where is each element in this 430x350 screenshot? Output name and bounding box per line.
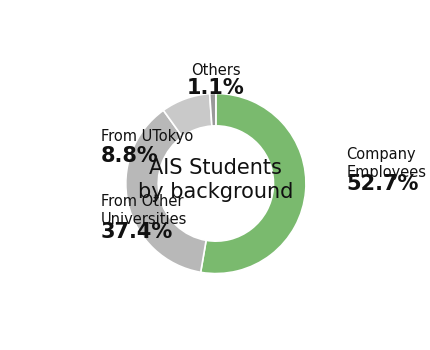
Text: Company
Employees: Company Employees <box>347 147 427 180</box>
Text: 8.8%: 8.8% <box>101 147 158 167</box>
Text: 1.1%: 1.1% <box>187 78 245 98</box>
Text: Others: Others <box>191 63 241 77</box>
Text: 52.7%: 52.7% <box>347 174 419 194</box>
Wedge shape <box>201 93 306 274</box>
Wedge shape <box>126 110 206 272</box>
Text: 37.4%: 37.4% <box>101 222 173 242</box>
Text: AIS Students
by background: AIS Students by background <box>138 158 294 202</box>
Text: From Other
Universities: From Other Universities <box>101 194 187 227</box>
Text: From UTokyo: From UTokyo <box>101 129 193 144</box>
Wedge shape <box>210 93 216 126</box>
Wedge shape <box>163 94 212 136</box>
